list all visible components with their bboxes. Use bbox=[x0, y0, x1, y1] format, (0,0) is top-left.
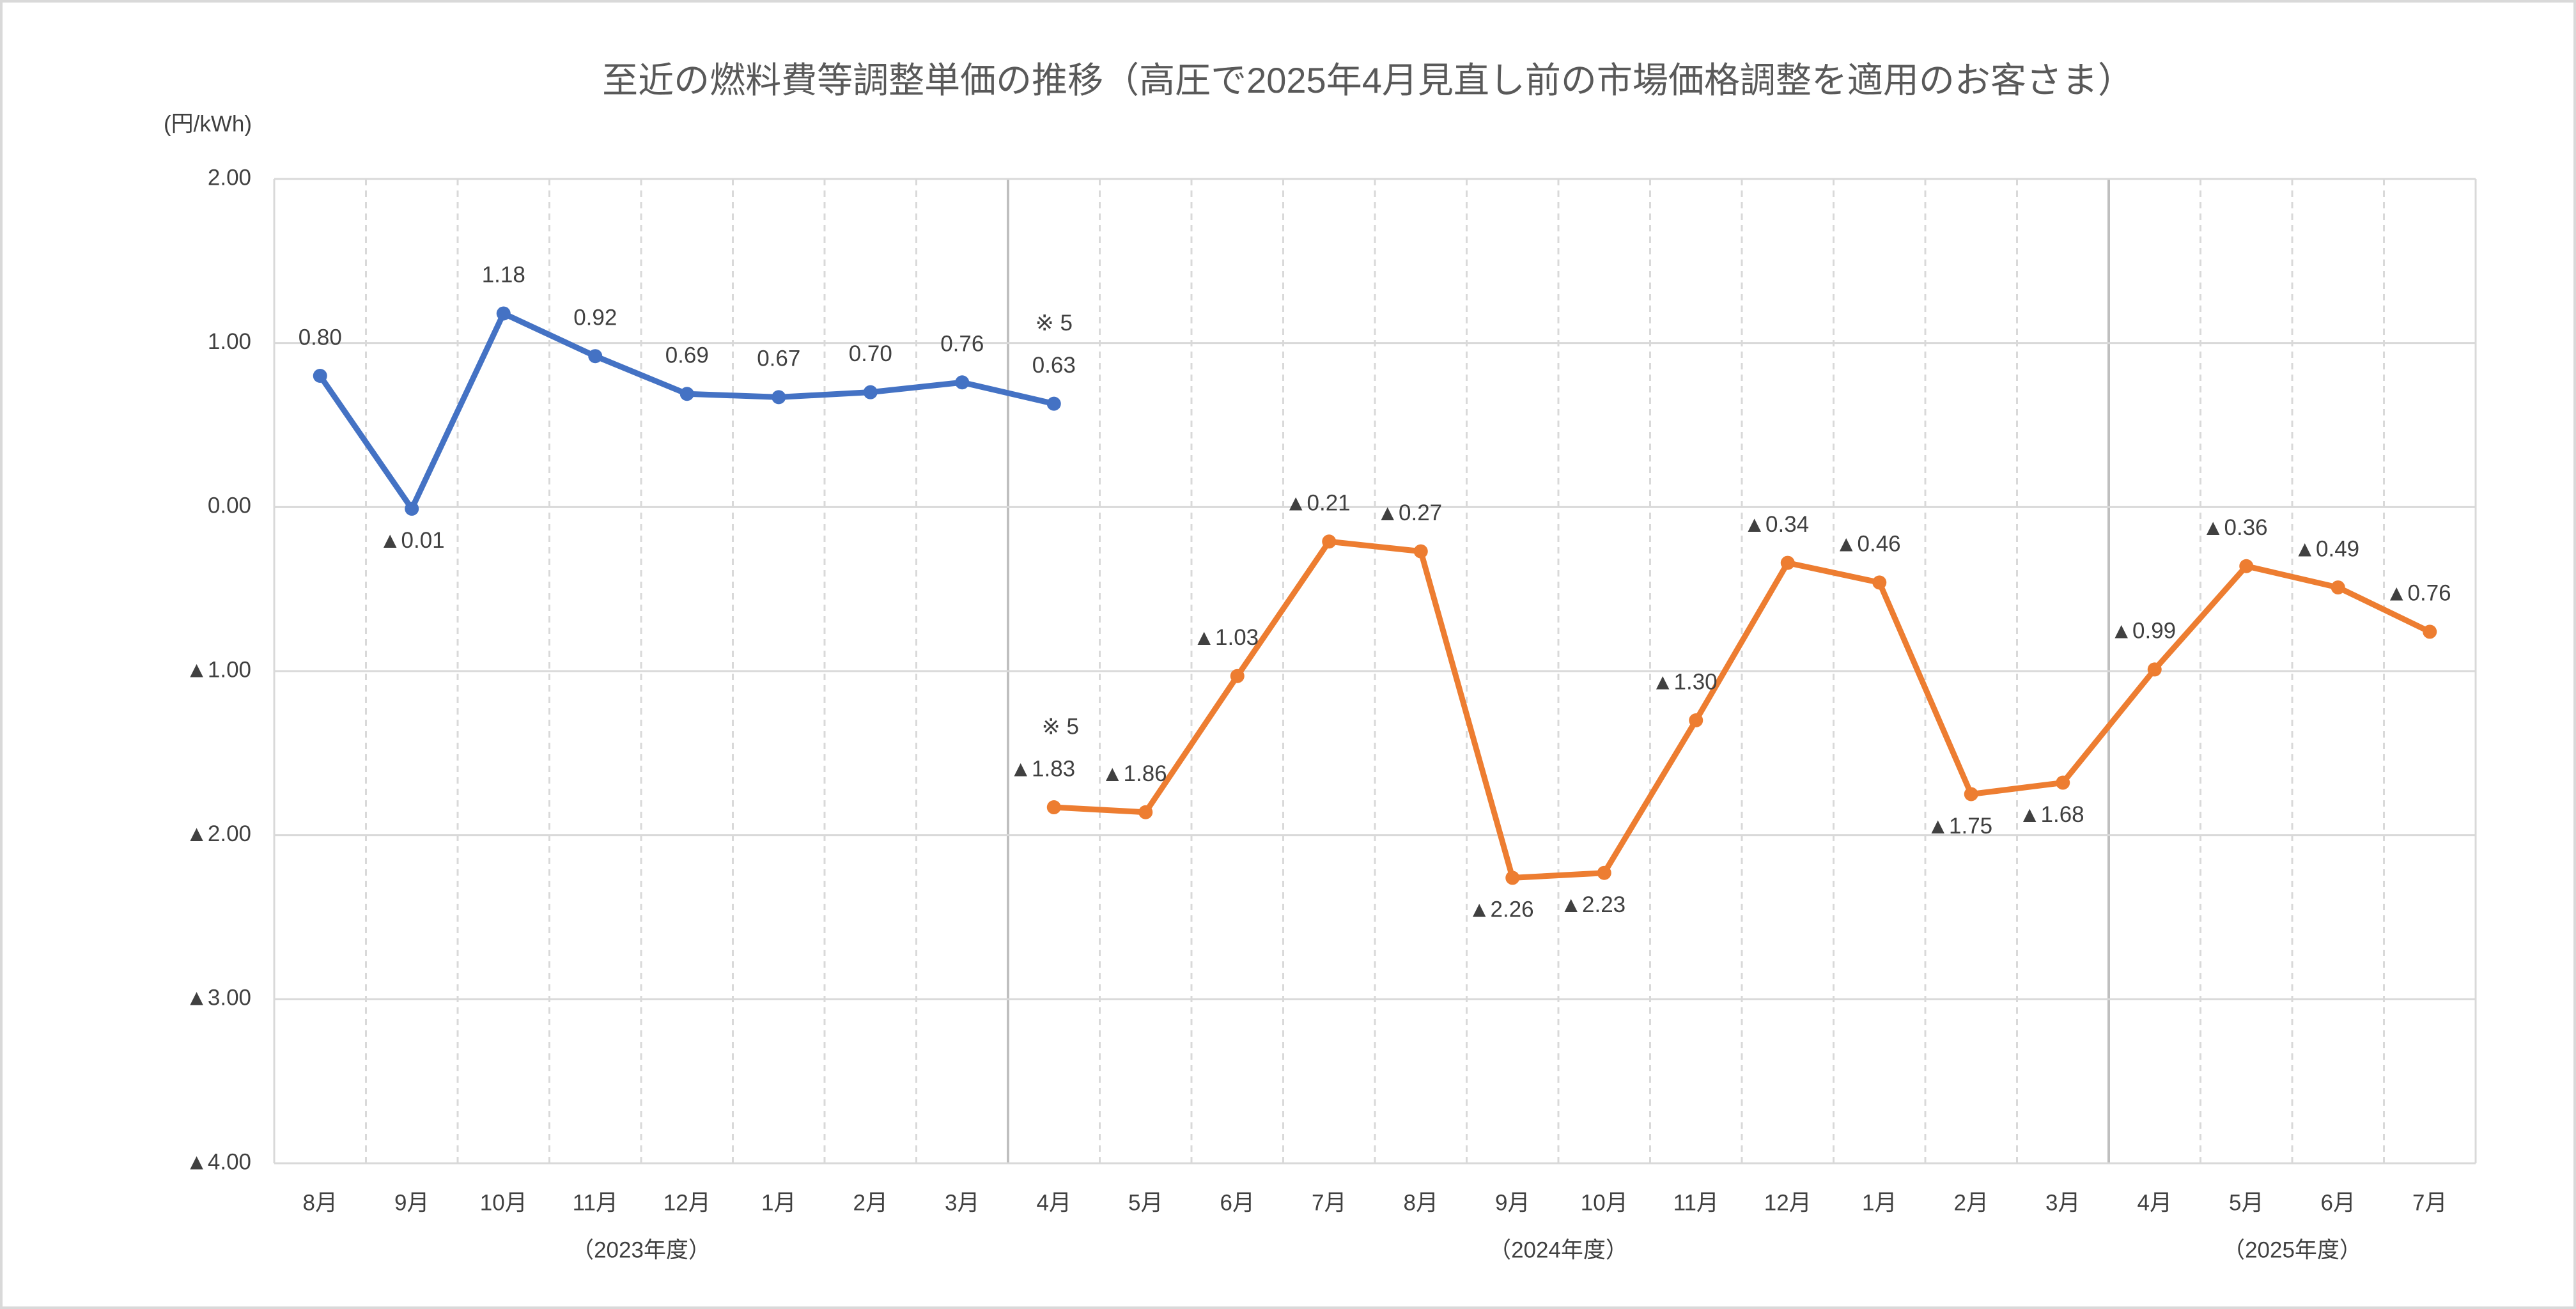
x-tick-label: 6月 bbox=[1220, 1190, 1255, 1215]
x-tick-label: 10月 bbox=[1581, 1190, 1628, 1215]
data-point bbox=[405, 501, 419, 516]
x-tick-label: 9月 bbox=[394, 1190, 429, 1215]
y-tick-label: ▲1.00 bbox=[185, 657, 251, 682]
data-label: 0.63 bbox=[1032, 353, 1076, 378]
x-tick-label: 12月 bbox=[1764, 1190, 1812, 1215]
data-point bbox=[1138, 805, 1153, 819]
data-label: 0.80 bbox=[299, 325, 342, 350]
data-point bbox=[1046, 800, 1061, 815]
data-point bbox=[1872, 575, 1887, 590]
x-tick-label: 9月 bbox=[1495, 1190, 1530, 1215]
y-tick-label: 2.00 bbox=[208, 165, 251, 190]
x-tick-label: 12月 bbox=[663, 1190, 711, 1215]
x-tick-label: 5月 bbox=[1128, 1190, 1163, 1215]
data-label: ▲1.83 bbox=[1009, 756, 1075, 781]
data-label: 1.18 bbox=[482, 263, 525, 288]
data-point bbox=[2056, 775, 2070, 790]
x-tick-label: 6月 bbox=[2321, 1190, 2355, 1215]
x-tick-label: 3月 bbox=[2045, 1190, 2080, 1215]
data-label: ▲0.27 bbox=[1376, 500, 1442, 525]
data-point bbox=[313, 369, 327, 383]
data-label: ▲1.03 bbox=[1193, 625, 1259, 650]
annotation: ※ 5 bbox=[1035, 311, 1073, 336]
data-point bbox=[496, 306, 511, 321]
x-tick-label: 2月 bbox=[1954, 1190, 1989, 1215]
x-tick-label: 3月 bbox=[945, 1190, 979, 1215]
x-tick-label: 11月 bbox=[573, 1190, 618, 1215]
y-tick-label: 0.00 bbox=[208, 493, 251, 518]
period-label: （2023年度） bbox=[571, 1237, 711, 1262]
data-point bbox=[2147, 662, 2162, 677]
data-point bbox=[1689, 713, 1703, 727]
period-label: （2024年度） bbox=[1489, 1237, 1628, 1262]
data-point bbox=[2239, 559, 2254, 573]
y-tick-label: ▲4.00 bbox=[185, 1149, 251, 1174]
y-unit-label: (円/kWh) bbox=[164, 111, 252, 136]
data-label: ▲0.01 bbox=[379, 528, 445, 553]
data-label: ▲0.99 bbox=[2110, 619, 2176, 644]
data-point bbox=[1505, 871, 1520, 885]
data-point bbox=[1964, 787, 1978, 802]
data-label: ▲2.26 bbox=[1468, 897, 1534, 922]
data-label: 0.70 bbox=[849, 341, 892, 366]
y-tick-label: ▲2.00 bbox=[185, 821, 251, 846]
x-tick-label: 8月 bbox=[1404, 1190, 1438, 1215]
x-tick-label: 7月 bbox=[2412, 1190, 2447, 1215]
data-label: ▲1.30 bbox=[1652, 669, 1718, 694]
x-tick-label: 11月 bbox=[1673, 1190, 1719, 1215]
data-label: ▲2.23 bbox=[1560, 892, 1626, 917]
data-point bbox=[1046, 396, 1061, 411]
data-label: ▲0.21 bbox=[1285, 490, 1351, 515]
data-point bbox=[772, 390, 786, 405]
x-tick-label: 1月 bbox=[1862, 1190, 1897, 1215]
data-label: ▲0.36 bbox=[2202, 515, 2268, 540]
data-label: ▲0.76 bbox=[2386, 581, 2451, 606]
data-label: ▲0.46 bbox=[1835, 532, 1901, 557]
data-point bbox=[2423, 624, 2437, 639]
chart-title: 至近の燃料費等調整単価の推移（高圧で2025年4月見直し前の市場価格調整を適用の… bbox=[602, 60, 2134, 100]
x-tick-label: 10月 bbox=[480, 1190, 527, 1215]
y-tick-label: 1.00 bbox=[208, 329, 251, 354]
x-tick-label: 2月 bbox=[853, 1190, 888, 1215]
data-label: 0.92 bbox=[573, 305, 617, 330]
x-tick-label: 4月 bbox=[2138, 1190, 2172, 1215]
data-label: 0.76 bbox=[940, 332, 984, 357]
data-point bbox=[955, 375, 970, 390]
x-tick-label: 7月 bbox=[1312, 1190, 1346, 1215]
data-label: ▲1.75 bbox=[1927, 814, 1992, 839]
data-point bbox=[1322, 534, 1337, 549]
x-tick-label: 8月 bbox=[303, 1190, 338, 1215]
data-label: 0.67 bbox=[757, 346, 800, 371]
y-tick-label: ▲3.00 bbox=[185, 986, 251, 1011]
data-label: ▲1.86 bbox=[1101, 761, 1167, 786]
period-label: （2025年度） bbox=[2223, 1237, 2362, 1262]
data-label: ▲0.34 bbox=[1743, 512, 1809, 537]
annotation: ※ 5 bbox=[1041, 714, 1079, 739]
data-point bbox=[1597, 865, 1611, 880]
data-label: 0.69 bbox=[665, 343, 709, 368]
data-point bbox=[1413, 544, 1428, 559]
data-label: ▲1.68 bbox=[2019, 802, 2084, 827]
x-tick-label: 5月 bbox=[2229, 1190, 2263, 1215]
data-point bbox=[588, 349, 603, 364]
data-point bbox=[863, 385, 878, 399]
data-label: ▲0.49 bbox=[2293, 536, 2359, 561]
data-point bbox=[1780, 555, 1795, 570]
data-point bbox=[2331, 580, 2345, 595]
series-line bbox=[1053, 538, 2432, 881]
data-point bbox=[1230, 669, 1245, 683]
x-tick-label: 4月 bbox=[1037, 1190, 1071, 1215]
data-point bbox=[679, 387, 694, 401]
x-tick-label: 1月 bbox=[761, 1190, 796, 1215]
